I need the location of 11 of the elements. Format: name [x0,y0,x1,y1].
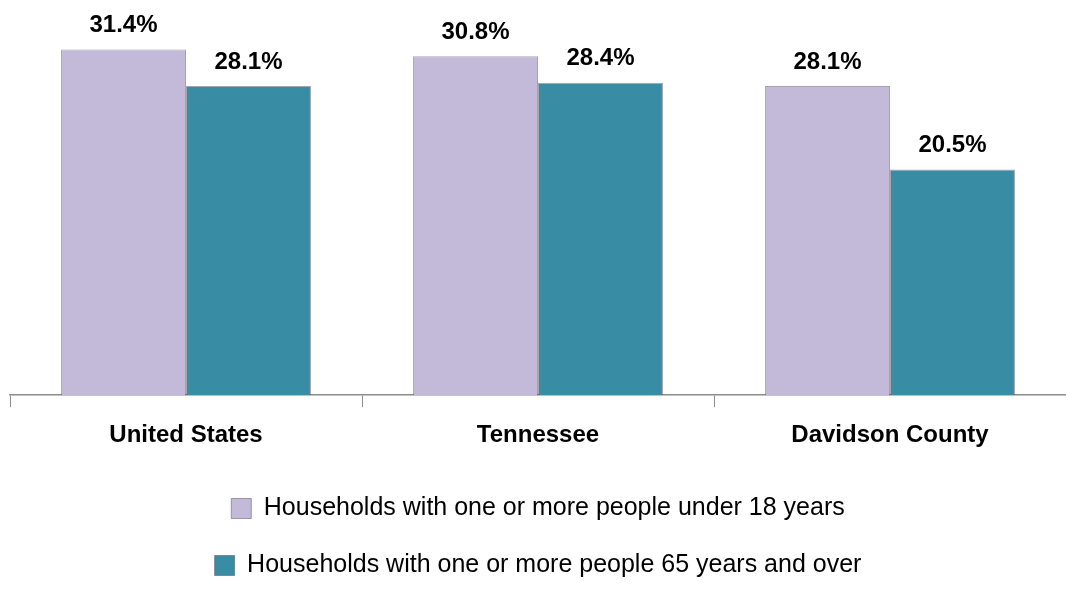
data-label: 28.4% [566,43,635,71]
legend-label: Households with one or more people under 18 years [263,492,845,521]
data-label: 30.8% [441,16,510,44]
legend-label: Households with one or more people 65 years and over [247,549,862,578]
x-tick-label: Davidson County [791,420,990,448]
data-label: 20.5% [918,130,987,158]
x-tick-label: United States [109,420,263,448]
data-label: 28.1% [793,46,862,74]
data-label: 28.1% [214,46,283,74]
x-tick-label: Tennessee [476,420,600,448]
data-label: 31.4% [89,10,158,38]
